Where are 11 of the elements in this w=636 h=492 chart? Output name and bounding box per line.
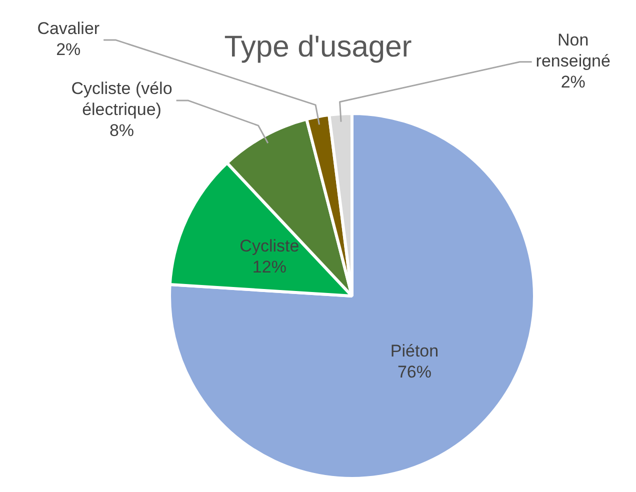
data-label: 76% — [397, 362, 432, 382]
chart-title: Type d'usager — [224, 30, 412, 64]
data-label: 2% — [560, 72, 586, 92]
slice-label: Cavalier — [37, 19, 100, 38]
slice-label: Non renseigné — [536, 30, 610, 71]
data-label: 2% — [56, 40, 81, 60]
slice-label: Piéton — [390, 342, 439, 361]
data-label: 12% — [252, 257, 286, 276]
data-label: 8% — [109, 121, 134, 140]
slice-label: Cycliste (vélo électrique) — [71, 79, 172, 120]
slice-label: Cycliste — [240, 236, 300, 256]
